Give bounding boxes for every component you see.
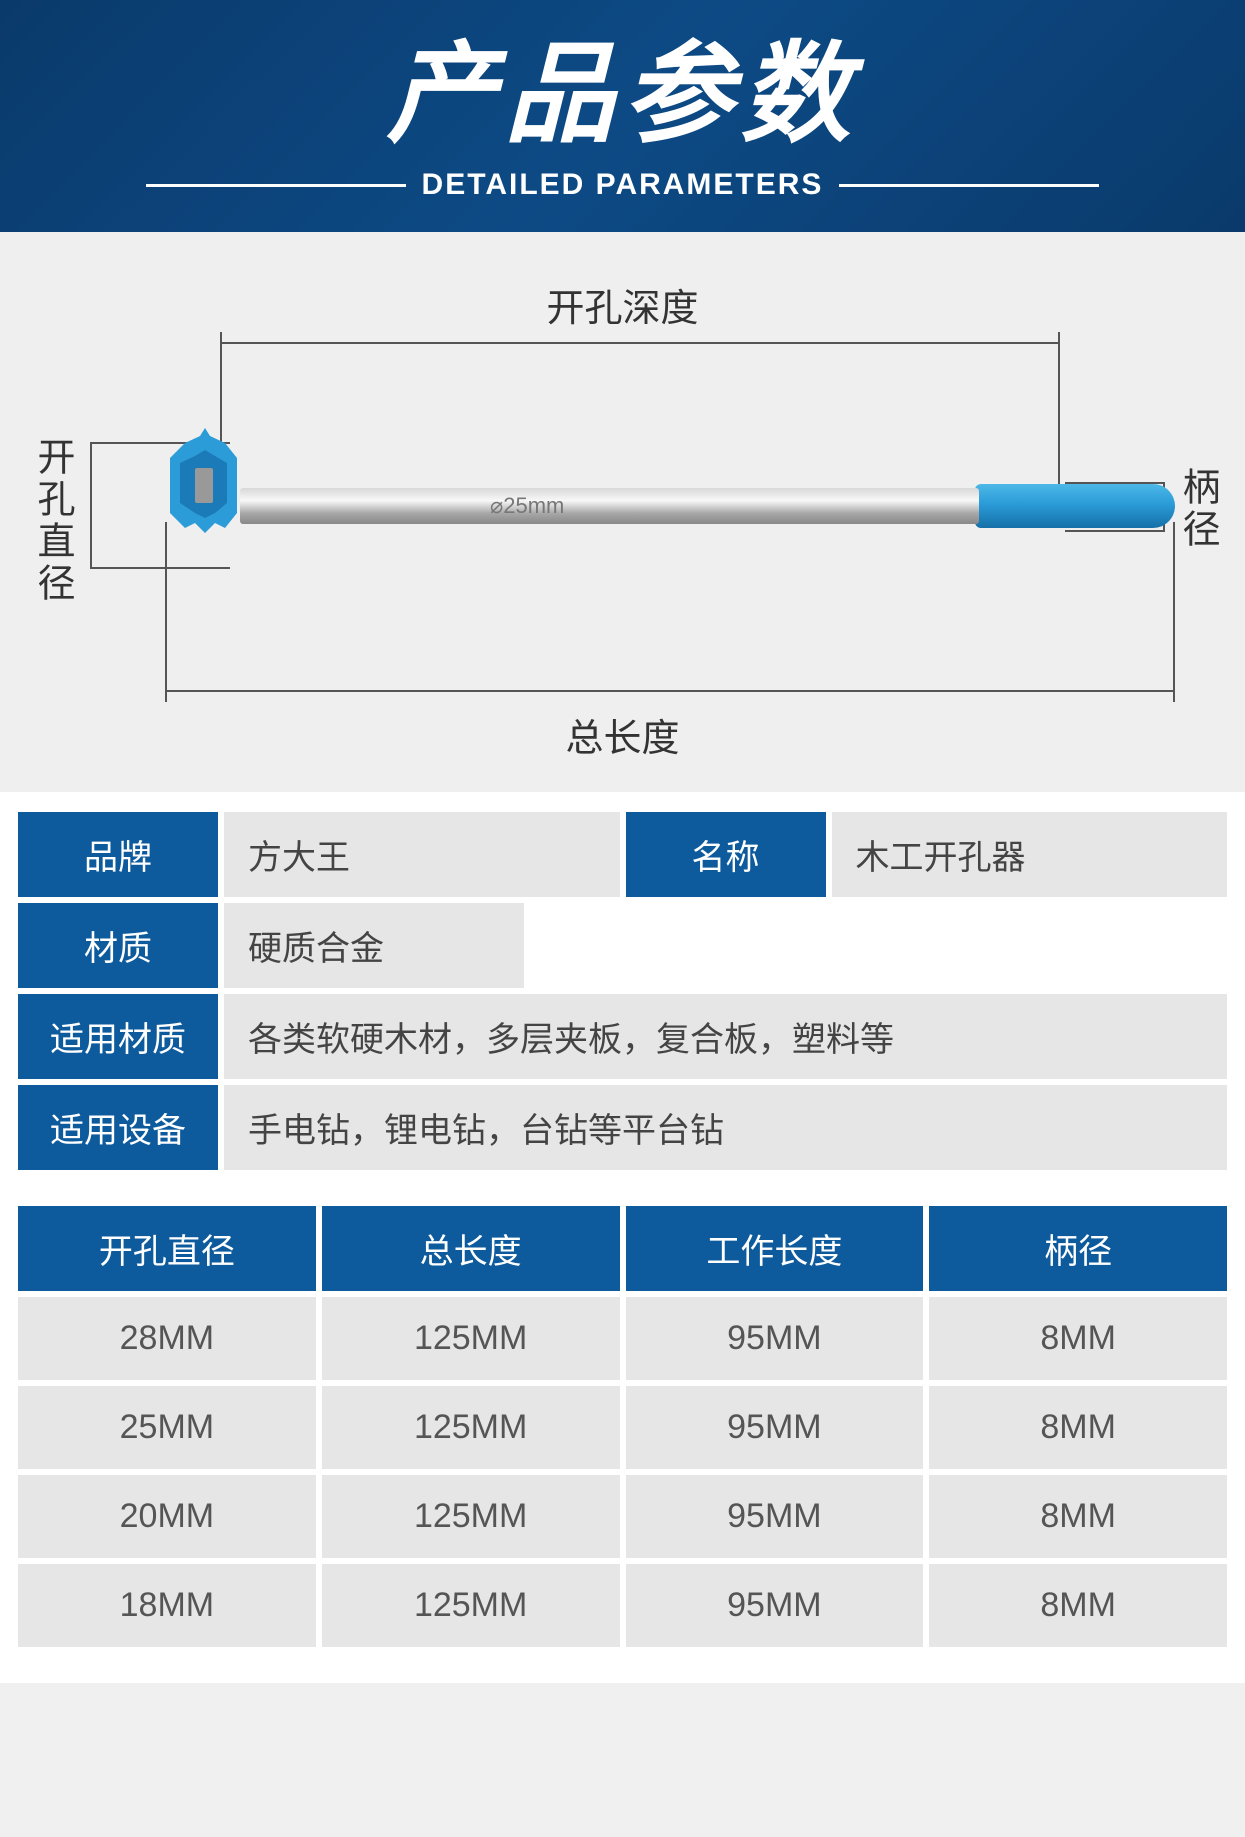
spec-cell: 8MM: [929, 1564, 1227, 1647]
header-line-right: [839, 184, 1099, 187]
spec-cell: 20MM: [18, 1475, 316, 1558]
info-label-name: 名称: [626, 812, 826, 897]
spec-cell: 18MM: [18, 1564, 316, 1647]
dim-length-line: [165, 690, 1175, 692]
dim-length-label: 总长度: [0, 707, 1245, 762]
info-row: 品牌 方大王 名称 木工开孔器: [18, 812, 1227, 897]
info-row: 适用材质 各类软硬木材，多层夹板，复合板，塑料等: [18, 994, 1227, 1079]
dim-diameter-tick: [90, 442, 92, 567]
spec-cell: 28MM: [18, 1297, 316, 1380]
info-value-brand: 方大王: [224, 812, 620, 897]
drill-bit-handle: [975, 484, 1175, 528]
spec-cell: 25MM: [18, 1386, 316, 1469]
header-banner: 产品参数 DETAILED PARAMETERS: [0, 0, 1245, 232]
spec-cell: 95MM: [626, 1475, 924, 1558]
spec-cell: 95MM: [626, 1386, 924, 1469]
dim-depth-label: 开孔深度: [0, 277, 1245, 332]
dim-diameter-line-b: [90, 567, 230, 569]
spec-col-shank: 柄径: [929, 1206, 1227, 1291]
info-value-material: 硬质合金: [224, 903, 524, 988]
info-label-material: 材质: [18, 903, 218, 988]
header-title: 产品参数: [0, 40, 1245, 150]
spec-cell: 8MM: [929, 1386, 1227, 1469]
product-diagram: 开孔深度 开孔直径 柄径 总长度 ⌀25mm: [0, 232, 1245, 792]
spec-cell: 95MM: [626, 1297, 924, 1380]
dim-shank-label: 柄径: [1170, 467, 1225, 551]
info-value-equip: 手电钻，锂电钻，台钻等平台钻: [224, 1085, 1227, 1170]
spec-cell: 125MM: [322, 1386, 620, 1469]
shaft-marking: ⌀25mm: [490, 493, 564, 519]
page: 产品参数 DETAILED PARAMETERS 开孔深度 开孔直径 柄径 总长…: [0, 0, 1245, 1683]
drill-bit-head-icon: [165, 428, 240, 548]
spec-cell: 95MM: [626, 1564, 924, 1647]
spec-header-row: 开孔直径 总长度 工作长度 柄径: [18, 1206, 1227, 1291]
info-value-suitmat: 各类软硬木材，多层夹板，复合板，塑料等: [224, 994, 1227, 1079]
spec-col-diameter: 开孔直径: [18, 1206, 316, 1291]
header-subtitle-wrap: DETAILED PARAMETERS: [0, 168, 1245, 202]
spec-col-length: 总长度: [322, 1206, 620, 1291]
dim-depth-line: [220, 342, 1060, 344]
dim-length-tick-r: [1173, 522, 1175, 702]
info-value-name: 木工开孔器: [832, 812, 1228, 897]
header-subtitle: DETAILED PARAMETERS: [422, 168, 824, 202]
dim-shank-line-b: [1065, 530, 1165, 532]
info-row: 适用设备 手电钻，锂电钻，台钻等平台钻: [18, 1085, 1227, 1170]
info-row: 材质 硬质合金: [18, 903, 1227, 988]
info-label-brand: 品牌: [18, 812, 218, 897]
spec-cell: 8MM: [929, 1475, 1227, 1558]
spec-cell: 125MM: [322, 1475, 620, 1558]
spec-row: 28MM 125MM 95MM 8MM: [18, 1297, 1227, 1380]
spec-row: 18MM 125MM 95MM 8MM: [18, 1564, 1227, 1647]
info-label-suitmat: 适用材质: [18, 994, 218, 1079]
drill-bit: ⌀25mm: [165, 482, 1175, 530]
drill-bit-shaft: ⌀25mm: [240, 488, 979, 524]
spec-col-worklen: 工作长度: [626, 1206, 924, 1291]
info-table: 品牌 方大王 名称 木工开孔器 材质 硬质合金 适用材质 各类软硬木材，多层夹板…: [0, 792, 1245, 1186]
header-line-left: [146, 184, 406, 187]
spec-cell: 8MM: [929, 1297, 1227, 1380]
spec-cell: 125MM: [322, 1297, 620, 1380]
spec-cell: 125MM: [322, 1564, 620, 1647]
spec-row: 25MM 125MM 95MM 8MM: [18, 1386, 1227, 1469]
dim-length-tick-l: [165, 522, 167, 702]
info-label-equip: 适用设备: [18, 1085, 218, 1170]
dim-diameter-label: 开孔直径: [25, 437, 80, 605]
spec-row: 20MM 125MM 95MM 8MM: [18, 1475, 1227, 1558]
spec-table: 开孔直径 总长度 工作长度 柄径 28MM 125MM 95MM 8MM 25M…: [0, 1186, 1245, 1683]
